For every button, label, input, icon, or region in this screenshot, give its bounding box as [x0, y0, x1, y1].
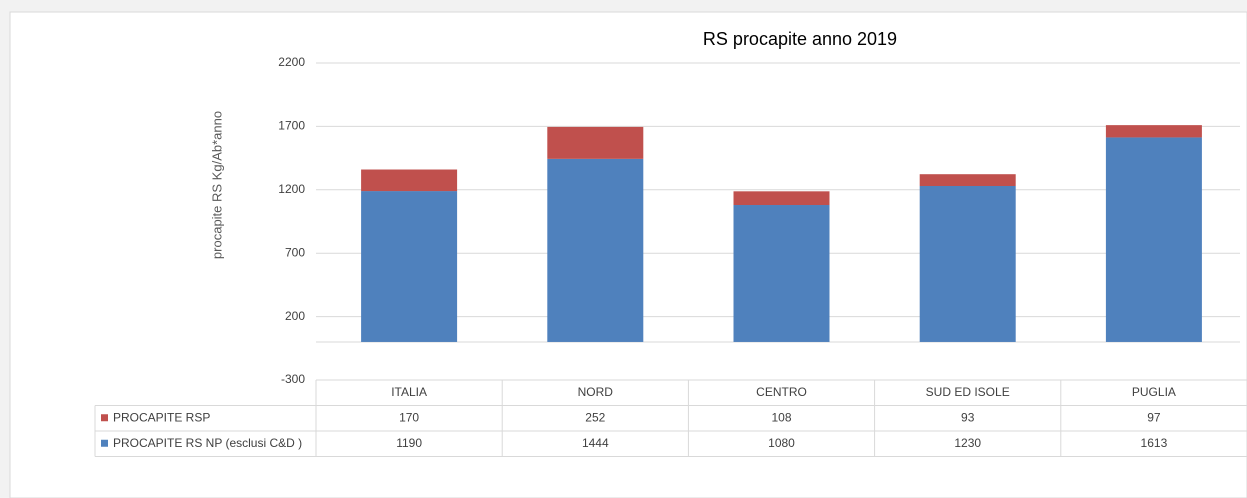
y-tick-label: 700: [285, 245, 305, 259]
data-table-value: 1613: [1141, 436, 1168, 450]
legend-key: [101, 439, 108, 447]
legend-label: PROCAPITE RS NP (esclusi C&D ): [113, 436, 302, 450]
y-axis-label: procapite RS Kg/Ab*anno: [209, 111, 224, 259]
y-tick-label: 200: [285, 309, 305, 323]
data-table-value: 1190: [396, 436, 422, 450]
data-table-value: 1080: [768, 436, 795, 450]
x-tick-label: PUGLIA: [1132, 385, 1176, 399]
data-table-value: 170: [399, 410, 419, 424]
bar: [919, 185, 1016, 342]
data-table-value: 252: [585, 410, 605, 424]
data-table-value: 1444: [582, 436, 609, 450]
bar: [733, 205, 830, 342]
bar: [733, 191, 830, 206]
bar: [361, 169, 458, 192]
y-tick-label: 1700: [278, 119, 305, 133]
data-table-value: 93: [961, 410, 975, 424]
data-table-value: 108: [771, 410, 791, 424]
x-tick-label: CENTRO: [756, 385, 807, 399]
bar: [547, 158, 644, 342]
bar: [1105, 125, 1202, 138]
legend-key: [101, 414, 108, 422]
data-table-value: 97: [1147, 410, 1161, 424]
bar: [919, 174, 1016, 186]
bar: [547, 126, 644, 159]
x-tick-label: ITALIA: [391, 385, 427, 399]
x-tick-label: SUD ED ISOLE: [926, 385, 1010, 399]
y-tick-label: -300: [281, 372, 305, 386]
data-table-value: 1230: [954, 436, 981, 450]
legend-label: PROCAPITE RSP: [113, 410, 210, 424]
y-tick-label: 2200: [278, 55, 305, 69]
x-tick-label: NORD: [578, 385, 614, 399]
chart-title: RS procapite anno 2019: [703, 29, 897, 49]
y-tick-label: 1200: [278, 182, 305, 196]
bar: [361, 191, 458, 342]
bar: [1105, 137, 1202, 342]
